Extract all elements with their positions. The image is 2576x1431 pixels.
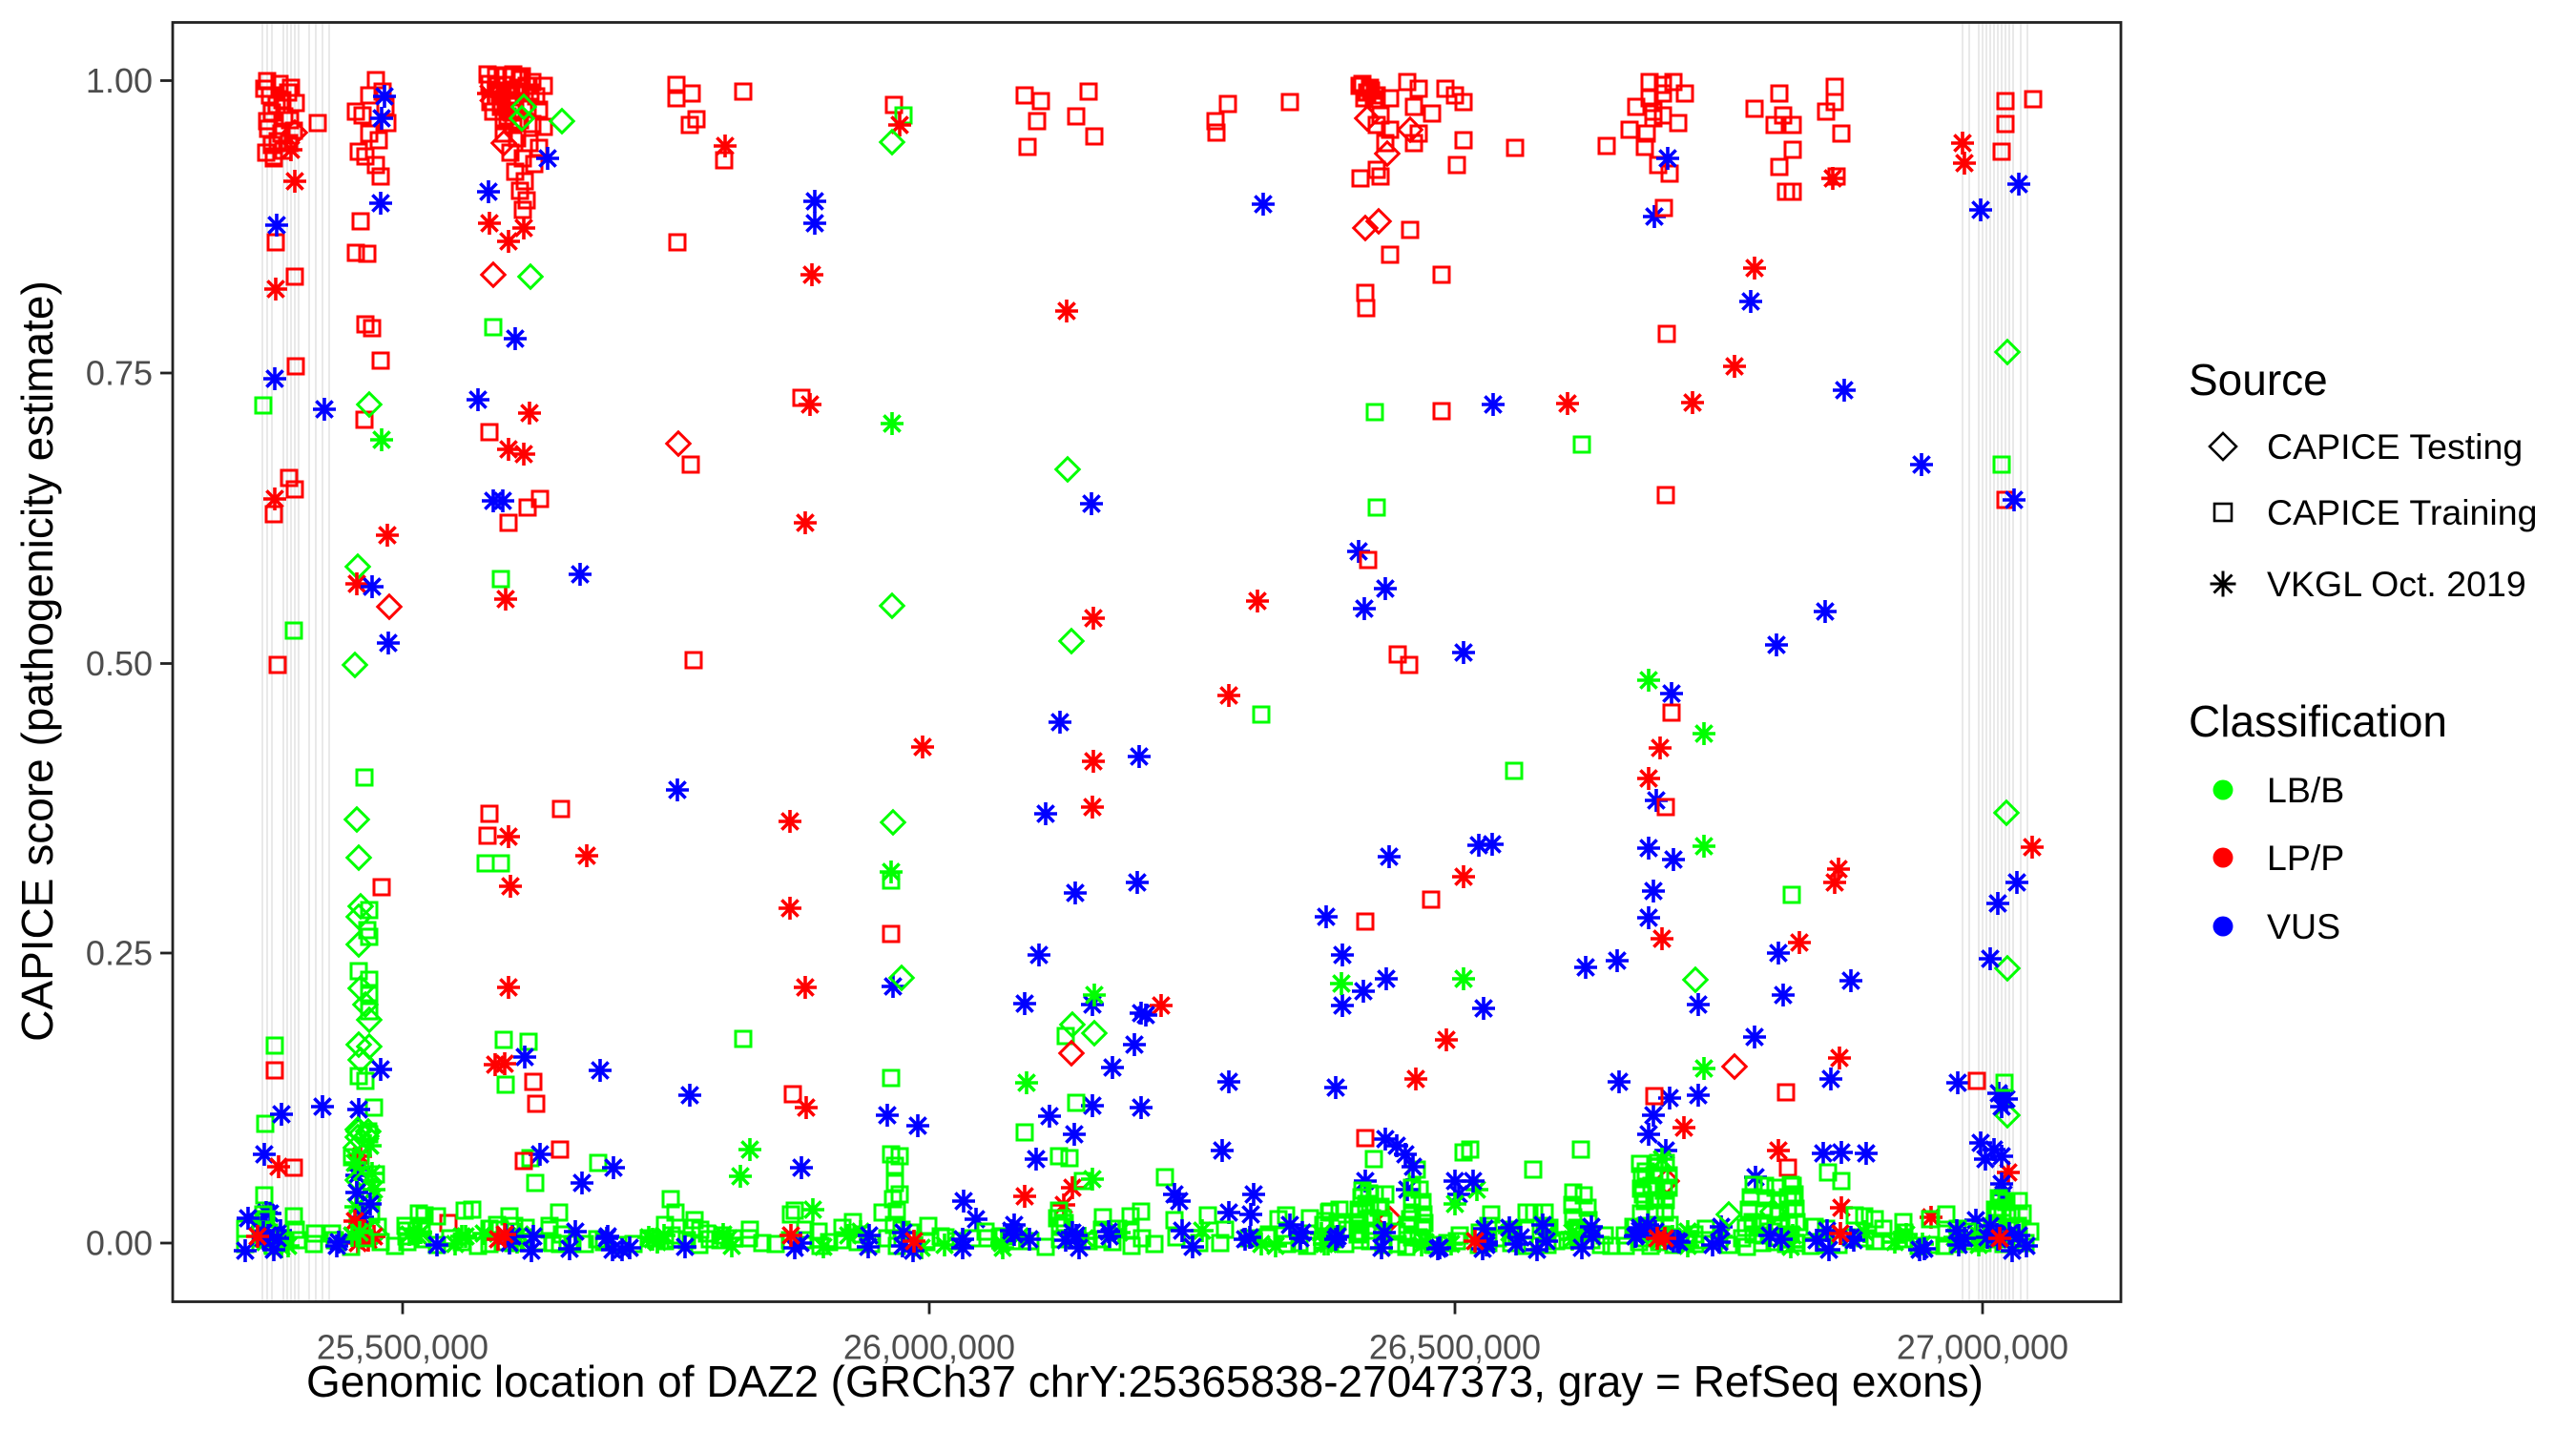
svg-text:LP/P: LP/P bbox=[2267, 838, 2344, 878]
svg-text:0.25: 0.25 bbox=[86, 934, 153, 973]
svg-text:27,000,000: 27,000,000 bbox=[1897, 1328, 2068, 1367]
svg-text:1.00: 1.00 bbox=[86, 61, 153, 100]
svg-text:0.50: 0.50 bbox=[86, 644, 153, 683]
svg-text:VKGL Oct. 2019: VKGL Oct. 2019 bbox=[2267, 564, 2526, 604]
svg-text:Genomic location of DAZ2 (GRCh: Genomic location of DAZ2 (GRCh37 chrY:25… bbox=[306, 1357, 1984, 1406]
svg-text:CAPICE Testing: CAPICE Testing bbox=[2267, 426, 2523, 467]
svg-text:Classification: Classification bbox=[2189, 696, 2447, 746]
svg-text:CAPICE score (pathogenicity es: CAPICE score (pathogenicity estimate) bbox=[12, 280, 62, 1042]
svg-text:0.00: 0.00 bbox=[86, 1224, 153, 1263]
svg-text:Source: Source bbox=[2189, 355, 2328, 404]
svg-text:26,500,000: 26,500,000 bbox=[1369, 1328, 1541, 1367]
svg-text:26,000,000: 26,000,000 bbox=[843, 1328, 1015, 1367]
svg-text:VUS: VUS bbox=[2267, 906, 2340, 946]
svg-text:0.75: 0.75 bbox=[86, 354, 153, 393]
svg-text:CAPICE Training: CAPICE Training bbox=[2267, 492, 2537, 532]
svg-text:25,500,000: 25,500,000 bbox=[317, 1328, 488, 1367]
svg-text:LB/B: LB/B bbox=[2267, 770, 2344, 810]
